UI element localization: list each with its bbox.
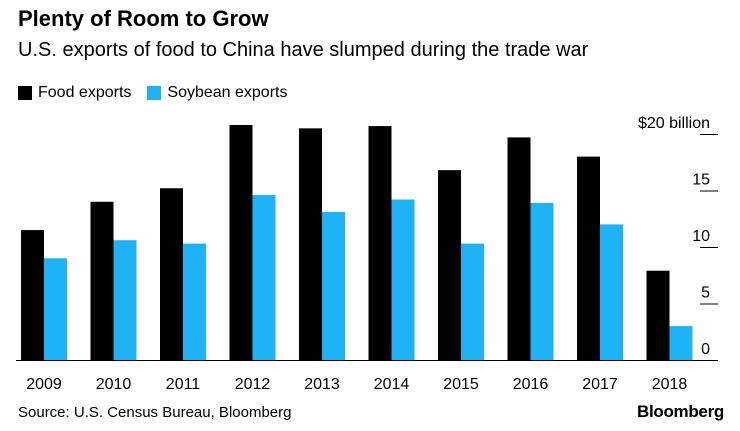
bar-soybean-2013 [322,211,345,360]
bar-food-2012 [229,124,253,361]
bar-soybean-2014 [391,199,415,360]
x-tick-label: 2013 [304,376,340,393]
bar-soybean-2017 [600,224,623,360]
x-tick-label: 2010 [96,376,132,393]
y-tick-label: 10 [692,228,710,245]
x-tick-label: 2016 [513,376,549,393]
bar-soybean-2009 [44,258,67,360]
bar-food-2018 [646,270,670,360]
bar-soybean-2010 [113,240,137,360]
x-tick-label: 2015 [443,376,479,393]
legend-label-soybean: Soybean exports [167,84,288,101]
bloomberg-logo: Bloomberg [636,402,724,421]
chart-title: Plenty of Room to Grow [18,6,269,31]
x-tick-label: 2017 [582,376,618,393]
chart-subtitle: U.S. exports of food to China have slump… [18,39,589,61]
x-tick-label: 2012 [235,376,271,393]
bar-food-2014 [368,126,392,360]
legend-item-soybean: Soybean exports [147,84,287,102]
y-tick-label: 15 [692,172,710,189]
legend-label-food: Food exports [38,84,132,101]
x-tick-label: 2018 [652,376,688,393]
x-tick-label: 2014 [374,376,410,393]
bar-food-2015 [438,170,461,360]
legend: Food exports Soybean exports [18,84,303,102]
bar-food-2010 [90,201,114,360]
y-tick-label: $20 billion [638,115,710,132]
legend-swatch-food [18,86,32,100]
bar-soybean-2011 [183,243,206,360]
bar-soybean-2016 [530,202,554,360]
bar-food-2016 [507,137,531,360]
bar-soybean-2015 [461,243,484,360]
x-tick-label: 2011 [166,376,201,393]
bar-soybean-2012 [252,195,276,360]
bar-food-2017 [577,156,600,360]
source-note: Source: U.S. Census Bureau, Bloomberg [18,404,292,421]
bar-food-2013 [299,128,322,360]
bar-food-2009 [21,230,44,360]
legend-item-food: Food exports [18,84,131,102]
y-tick-label: 0 [701,341,710,358]
x-tick-label: 2009 [26,376,62,393]
y-tick-label: 5 [701,285,710,302]
bar-soybean-2018 [669,326,693,360]
bar-food-2011 [160,188,183,360]
legend-swatch-soybean [147,86,162,100]
